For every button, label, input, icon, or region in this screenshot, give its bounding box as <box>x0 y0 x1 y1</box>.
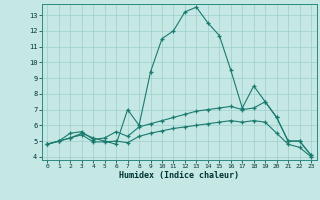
X-axis label: Humidex (Indice chaleur): Humidex (Indice chaleur) <box>119 171 239 180</box>
